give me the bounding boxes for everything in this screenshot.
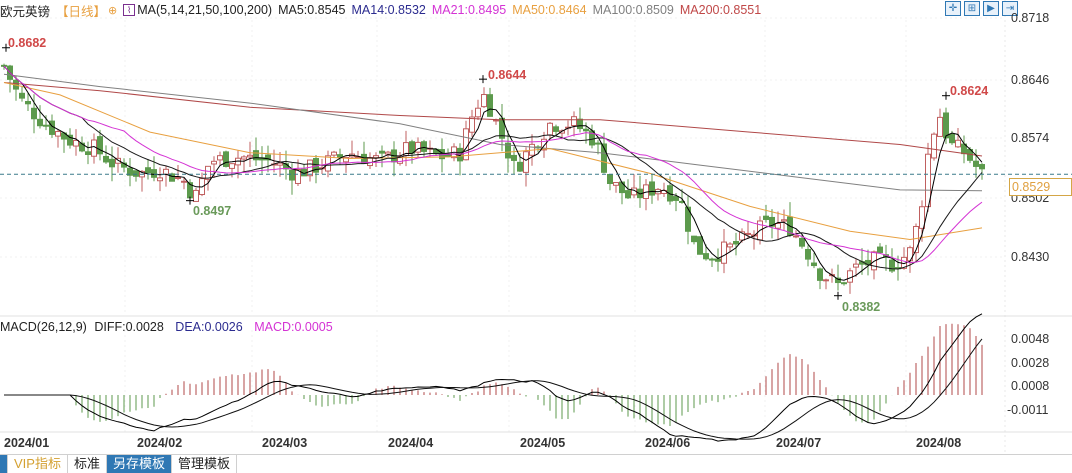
manage-template-button[interactable]: 管理模板 bbox=[172, 455, 238, 473]
x-axis-label: 2024/06 bbox=[645, 436, 691, 450]
macd-tick: 0.0028 bbox=[1011, 356, 1050, 370]
x-axis-label: 2024/04 bbox=[388, 436, 434, 450]
high-annotation: 0.8644 bbox=[488, 68, 527, 82]
zoom-range-icon[interactable]: ⊞ bbox=[964, 1, 980, 16]
price-tick: 0.8430 bbox=[1011, 250, 1050, 264]
macd-diff: DIFF:0.0028 bbox=[94, 320, 164, 334]
standard-button[interactable]: 标准 bbox=[68, 455, 107, 473]
price-tick: 0.8718 bbox=[1011, 11, 1050, 25]
crosshair-icon[interactable]: ✛ bbox=[945, 1, 961, 16]
x-axis-label: 2024/01 bbox=[4, 436, 50, 450]
bar-indicator bbox=[0, 455, 8, 473]
ma14-value: MA14:0.8532 bbox=[351, 3, 426, 17]
macd-params: MACD(26,12,9) bbox=[0, 320, 87, 334]
jump-end-icon[interactable]: ⇥ bbox=[1002, 1, 1018, 16]
period-label[interactable]: 【日线】 bbox=[56, 4, 107, 19]
ma-indicator-icon[interactable]: ⌇ bbox=[123, 4, 136, 16]
template-bar: VIP指标 标准 另存模板 管理模板 bbox=[0, 454, 1072, 473]
macd-tick: 0.0008 bbox=[1011, 379, 1050, 393]
x-axis-label: 2024/07 bbox=[776, 436, 822, 450]
low-annotation: 0.8497 bbox=[193, 204, 232, 218]
macd-tick: -0.0011 bbox=[1007, 403, 1049, 417]
ma100-value: MA100:0.8509 bbox=[592, 3, 674, 17]
instrument-name: 欧元英镑 bbox=[0, 4, 51, 19]
x-axis-label: 2024/08 bbox=[916, 436, 962, 450]
x-axis-label: 2024/05 bbox=[520, 436, 566, 450]
high-annotation: 0.8682 bbox=[8, 36, 47, 50]
current-price-tag: 0.8529 bbox=[1009, 178, 1072, 196]
settings-circle-icon[interactable]: ⊕ bbox=[108, 4, 118, 17]
ma5-value: MA5:0.8545 bbox=[278, 3, 346, 17]
play-forward-icon[interactable]: ▶ bbox=[983, 1, 999, 16]
x-axis-label: 2024/02 bbox=[137, 436, 183, 450]
ma200-value: MA200:0.8551 bbox=[679, 3, 762, 17]
high-annotation: 0.8624 bbox=[950, 84, 989, 98]
vip-indicator-button[interactable]: VIP指标 bbox=[8, 455, 68, 473]
save-template-button[interactable]: 另存模板 bbox=[106, 455, 172, 473]
price-tick: 0.8574 bbox=[1011, 131, 1050, 145]
x-axis-label: 2024/03 bbox=[262, 436, 308, 450]
low-annotation: 0.8382 bbox=[842, 300, 881, 314]
ma50-value: MA50:0.8464 bbox=[512, 3, 587, 17]
ma-legend: 欧元英镑 【日线】 ⊕ ⌇ MA(5,14,21,50,100,200) MA5… bbox=[0, 1, 767, 19]
macd-legend: MACD(26,12,9) DIFF:0.0028 DEA:0.0026 MAC… bbox=[0, 320, 341, 334]
chart-toolbar: ✛ ⊞ ▶ ⇥ bbox=[945, 1, 1018, 16]
macd-dea: DEA:0.0026 bbox=[175, 320, 243, 334]
ma21-value: MA21:0.8495 bbox=[431, 3, 507, 17]
macd-tick: 0.0048 bbox=[1011, 332, 1050, 346]
macd-value: MACD:0.0005 bbox=[254, 320, 333, 334]
price-tick: 0.8646 bbox=[1011, 73, 1050, 87]
ma-params: MA(5,14,21,50,100,200) bbox=[137, 3, 273, 17]
